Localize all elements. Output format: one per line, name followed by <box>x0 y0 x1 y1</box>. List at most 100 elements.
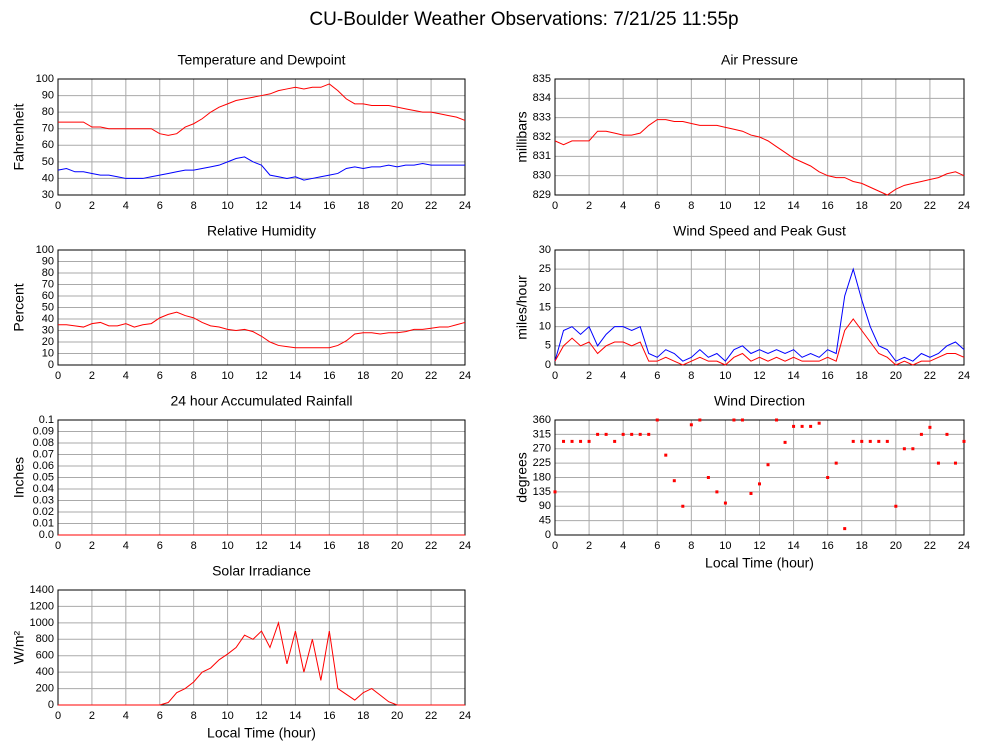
x-tick-label: 8 <box>191 200 197 212</box>
x-tick-label: 14 <box>787 540 799 552</box>
y-tick-label: 70 <box>42 123 54 135</box>
x-tick-label: 6 <box>654 540 660 552</box>
y-tick-label: 100 <box>36 73 54 85</box>
x-tick-label: 16 <box>822 370 834 382</box>
chart: Relative Humidity01020304050607080901000… <box>11 223 471 382</box>
y-tick-label: 0.0 <box>39 529 54 541</box>
x-tick-label: 20 <box>391 200 403 212</box>
y-tick-label: 30 <box>42 189 54 201</box>
y-tick-label: 600 <box>36 650 54 662</box>
x-tick-label: 24 <box>958 200 970 212</box>
x-tick-label: 10 <box>719 540 731 552</box>
y-tick-label: 0.01 <box>33 517 54 529</box>
y-tick-label: 270 <box>533 443 551 455</box>
x-tick-label: 0 <box>55 540 61 552</box>
y-tick-label: 1000 <box>30 617 54 629</box>
y-axis-label: degrees <box>514 452 530 503</box>
y-tick-label: 831 <box>533 150 551 162</box>
y-axis-label: Fahrenheit <box>11 103 27 170</box>
x-tick-label: 14 <box>289 710 301 722</box>
y-tick-label: 400 <box>36 666 54 678</box>
x-tick-label: 10 <box>221 710 233 722</box>
y-tick-label: 30 <box>539 244 551 256</box>
plot-frame <box>554 249 965 366</box>
x-tick-label: 20 <box>890 200 902 212</box>
data-point <box>860 439 864 443</box>
data-point <box>647 432 651 436</box>
chart: Solar Irradiance020040060080010001200140… <box>11 563 471 741</box>
data-point <box>843 527 847 531</box>
x-tick-label: 2 <box>586 540 592 552</box>
data-point <box>553 490 557 494</box>
x-tick-label: 20 <box>890 370 902 382</box>
y-axis-label: millibars <box>514 111 530 162</box>
x-tick-label: 20 <box>391 540 403 552</box>
data-point <box>868 439 872 443</box>
x-tick-label: 14 <box>787 200 799 212</box>
y-tick-label: 0.07 <box>33 448 54 460</box>
y-tick-label: 15 <box>539 301 551 313</box>
x-tick-label: 12 <box>753 370 765 382</box>
y-tick-label: 10 <box>42 347 54 359</box>
data-point <box>749 491 753 495</box>
data-point <box>596 432 600 436</box>
chart-title: 24 hour Accumulated Rainfall <box>170 393 352 409</box>
x-tick-label: 2 <box>89 710 95 722</box>
y-tick-label: 60 <box>42 290 54 302</box>
data-point <box>877 439 881 443</box>
x-tick-label: 0 <box>552 370 558 382</box>
x-tick-label: 24 <box>958 370 970 382</box>
chart-title: Air Pressure <box>721 52 798 68</box>
data-point <box>715 490 719 494</box>
data-point <box>851 439 855 443</box>
x-tick-label: 6 <box>654 200 660 212</box>
data-point <box>783 440 787 444</box>
data-point <box>792 424 796 428</box>
data-point <box>758 482 761 486</box>
chart-title: Wind Speed and Peak Gust <box>673 223 846 239</box>
x-tick-label: 16 <box>822 200 834 212</box>
y-tick-label: 0 <box>545 529 551 541</box>
data-point <box>638 432 642 436</box>
y-tick-label: 180 <box>533 471 551 483</box>
x-tick-label: 16 <box>323 710 335 722</box>
y-tick-label: 360 <box>533 414 551 426</box>
y-tick-label: 0.08 <box>33 437 54 449</box>
chart-title: Temperature and Dewpoint <box>177 52 345 68</box>
data-line <box>554 267 965 362</box>
x-tick-label: 16 <box>323 200 335 212</box>
x-tick-label: 0 <box>55 710 61 722</box>
data-point <box>800 424 804 428</box>
data-point <box>817 421 821 425</box>
y-tick-label: 90 <box>539 500 551 512</box>
x-tick-label: 0 <box>55 200 61 212</box>
data-point <box>698 418 702 422</box>
x-tick-label: 6 <box>157 540 163 552</box>
x-tick-label: 10 <box>221 540 233 552</box>
x-tick-label: 2 <box>89 540 95 552</box>
x-tick-label: 4 <box>123 710 129 722</box>
data-line <box>554 318 965 366</box>
page-title: CU-Boulder Weather Observations: 7/21/25… <box>309 9 738 30</box>
x-tick-label: 22 <box>924 540 936 552</box>
y-tick-label: 0.1 <box>39 414 54 426</box>
x-tick-label: 14 <box>289 540 301 552</box>
chart-title: Solar Irradiance <box>212 563 311 579</box>
data-line <box>58 311 466 349</box>
y-tick-label: 10 <box>539 321 551 333</box>
x-tick-label: 8 <box>688 370 694 382</box>
data-point <box>681 504 685 508</box>
data-point <box>775 418 779 422</box>
x-tick-label: 0 <box>552 200 558 212</box>
x-tick-label: 8 <box>191 710 197 722</box>
x-tick-label: 14 <box>289 370 301 382</box>
data-point <box>604 432 608 436</box>
plot-frame <box>57 249 466 366</box>
x-tick-label: 10 <box>221 200 233 212</box>
x-tick-label: 12 <box>255 710 267 722</box>
y-tick-label: 70 <box>42 278 54 290</box>
x-tick-label: 2 <box>586 200 592 212</box>
x-tick-label: 20 <box>391 370 403 382</box>
